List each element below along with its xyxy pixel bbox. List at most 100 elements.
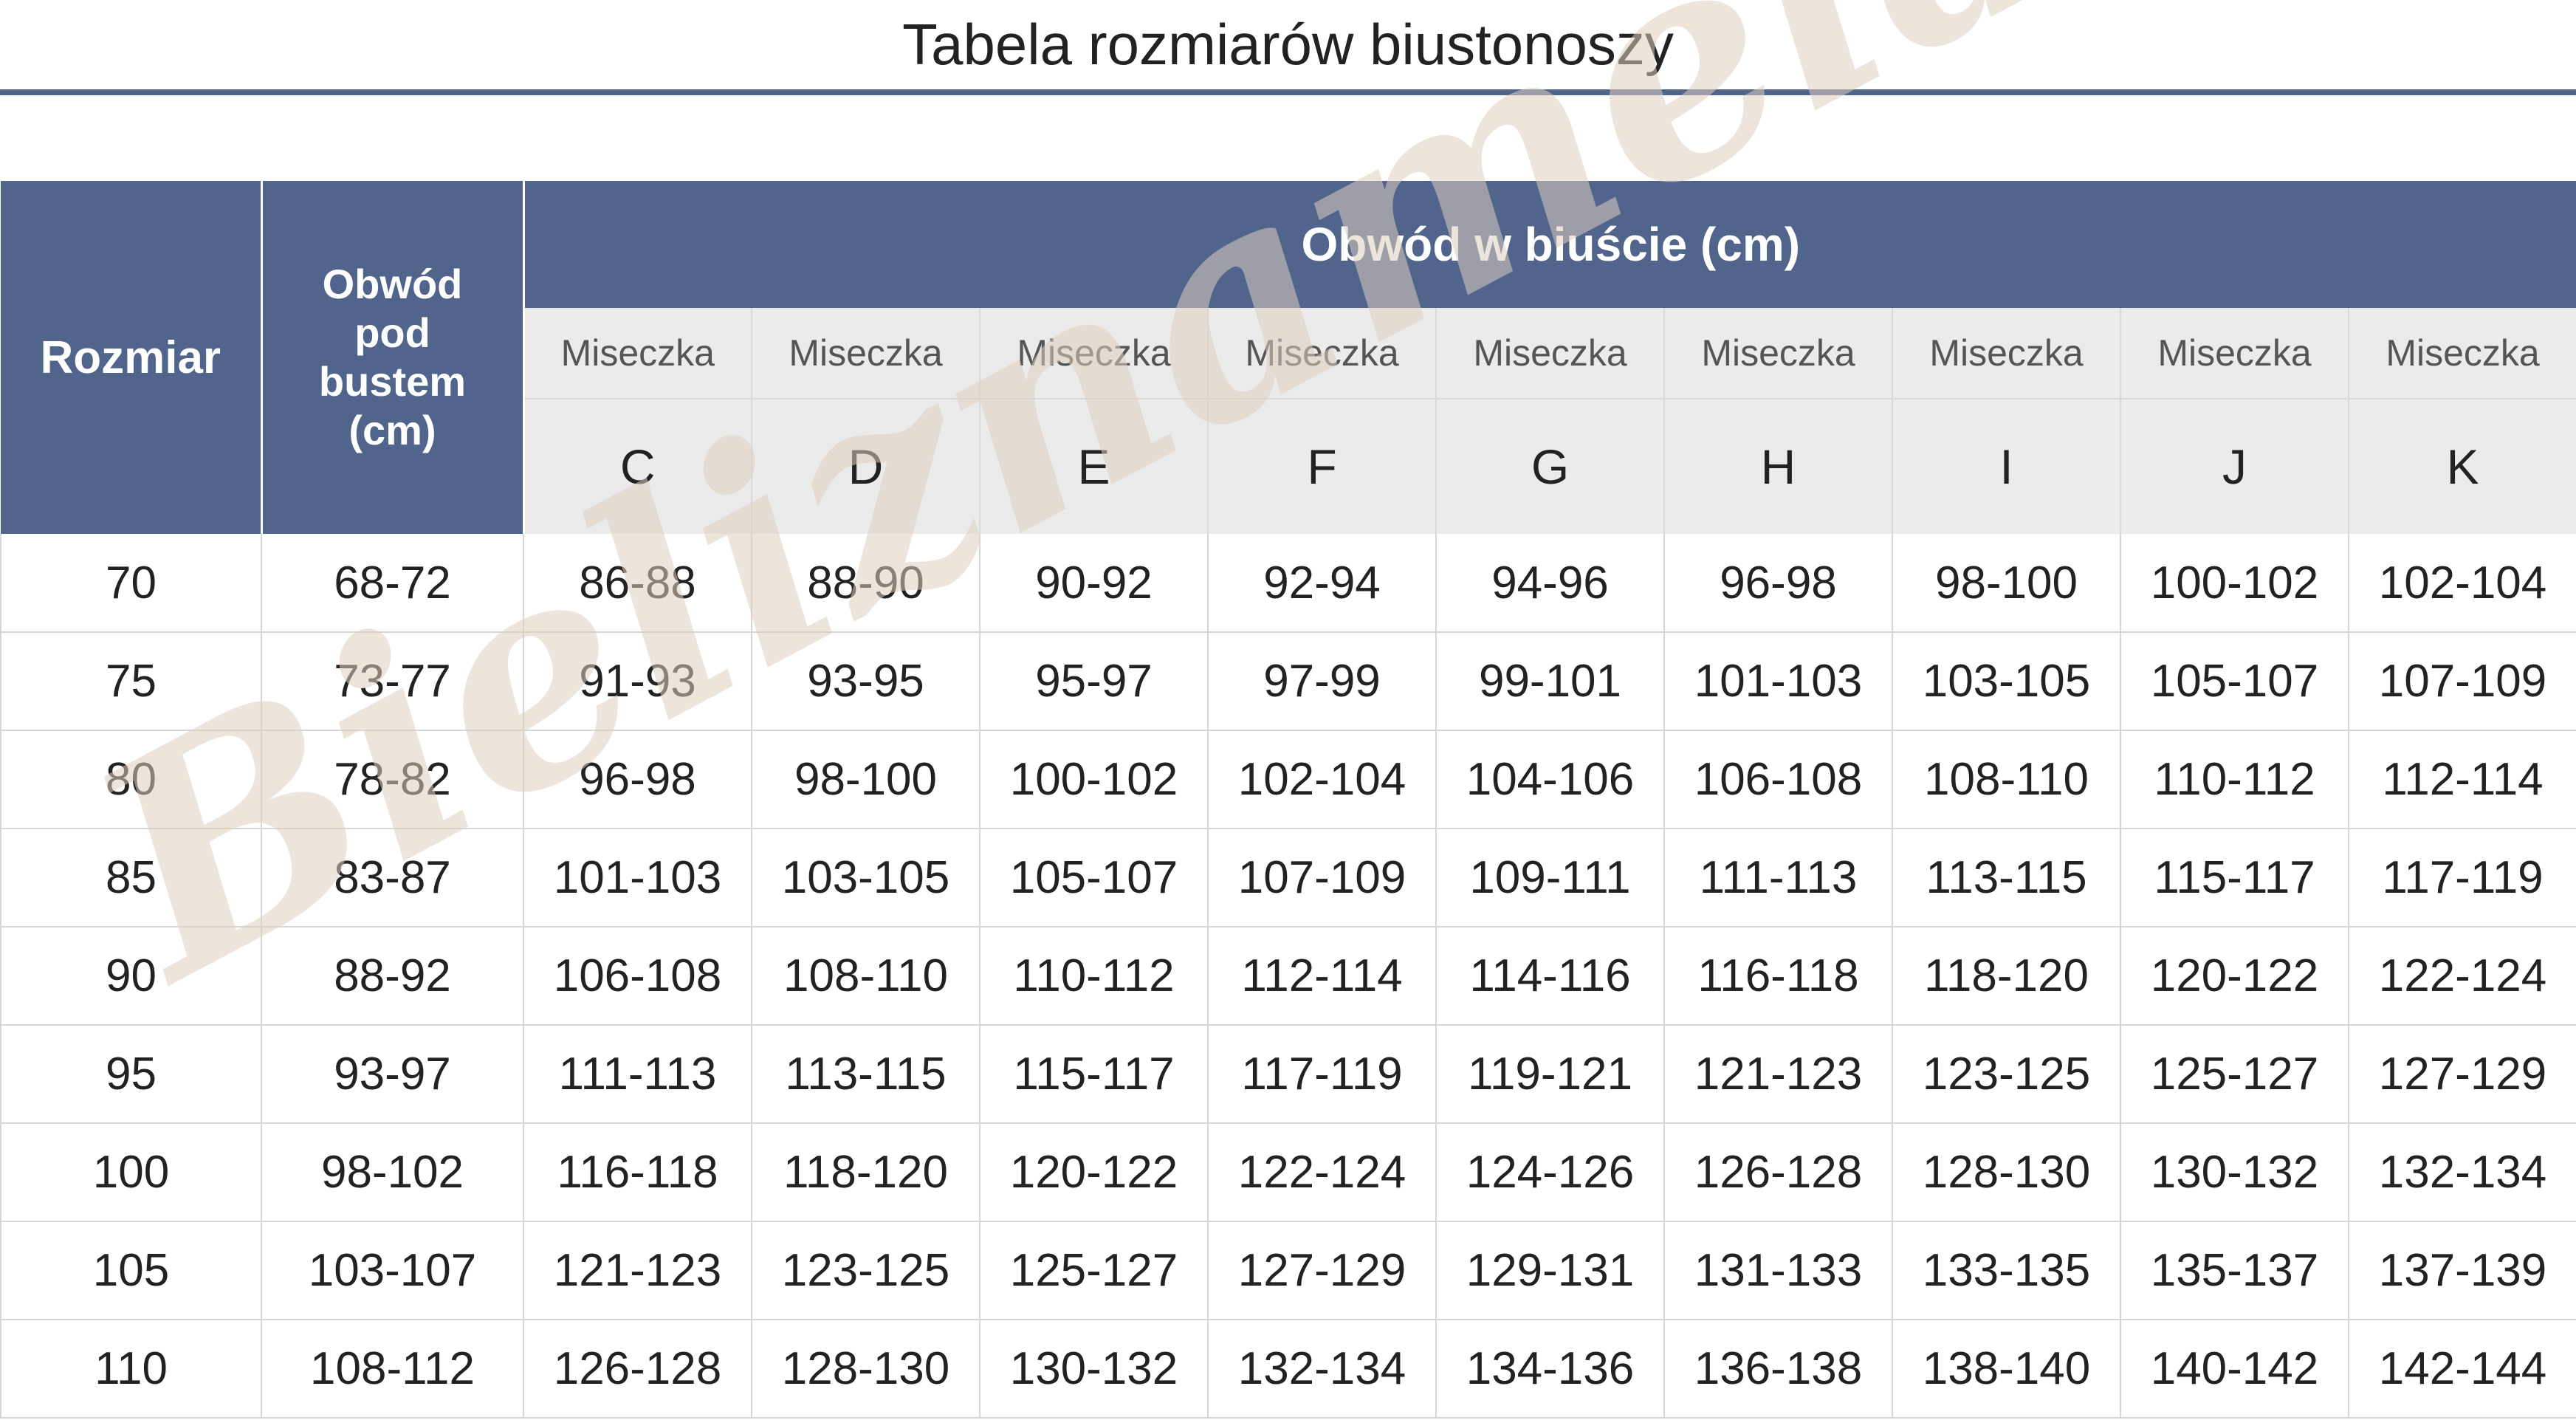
bust-cell-i: 103-105 xyxy=(1892,632,2121,731)
cup-label-d: Miseczka xyxy=(752,308,980,399)
table-row: 105 103-107 121-123 123-125 125-127 127-129 12… xyxy=(0,1221,2576,1320)
size-cell: 95 xyxy=(0,1025,262,1124)
bust-cell-j: 130-132 xyxy=(2120,1123,2349,1222)
bust-cell-j: 125-127 xyxy=(2120,1025,2349,1124)
table-row: 80 78-82 96-98 98-100 100-102 102-104 104-106 1… xyxy=(0,730,2576,829)
bust-cell-c: 86-88 xyxy=(523,534,752,633)
table-row: 85 83-87 101-103 103-105 105-107 107-109 109-1… xyxy=(0,829,2576,927)
underbust-cell: 103-107 xyxy=(261,1221,524,1320)
size-cell: 90 xyxy=(0,927,262,1026)
bust-cell-k: 142-144 xyxy=(2349,1320,2576,1419)
bust-cell-c: 101-103 xyxy=(523,829,752,927)
bust-cell-g: 114-116 xyxy=(1436,927,1665,1026)
size-cell: 100 xyxy=(0,1123,262,1222)
table-row: 90 88-92 106-108 108-110 110-112 112-114 114-1… xyxy=(0,927,2576,1026)
bust-cell-j: 110-112 xyxy=(2120,730,2349,829)
bust-cell-c: 96-98 xyxy=(523,730,752,829)
cup-label-k: Miseczka xyxy=(2349,308,2576,399)
bust-cell-d: 123-125 xyxy=(752,1221,980,1320)
bust-cell-k: 112-114 xyxy=(2349,730,2576,829)
bust-cell-g: 134-136 xyxy=(1436,1320,1665,1419)
bust-cell-g: 99-101 xyxy=(1436,632,1665,731)
cup-letter-e: E xyxy=(980,399,1209,534)
header-bust: Obwód w biuście (cm) xyxy=(523,181,2576,308)
size-cell: 70 xyxy=(0,534,262,633)
bust-cell-k: 122-124 xyxy=(2349,927,2576,1026)
bust-cell-c: 116-118 xyxy=(523,1123,752,1222)
bust-cell-f: 127-129 xyxy=(1208,1221,1437,1320)
bust-cell-g: 109-111 xyxy=(1436,829,1665,927)
table-row: 70 68-72 86-88 88-90 90-92 92-94 94-96 96-98 98-… xyxy=(0,534,2576,633)
bust-cell-c: 91-93 xyxy=(523,632,752,731)
bust-cell-h: 96-98 xyxy=(1664,534,1893,633)
header-size: Rozmiar xyxy=(1,181,263,534)
bust-cell-d: 108-110 xyxy=(752,927,980,1026)
cup-letter-i: I xyxy=(1892,399,2121,534)
bust-cell-d: 118-120 xyxy=(752,1123,980,1222)
bust-cell-h: 111-113 xyxy=(1664,829,1893,927)
bust-cell-h: 121-123 xyxy=(1664,1025,1893,1124)
bust-cell-k: 107-109 xyxy=(2349,632,2576,731)
bust-cell-h: 106-108 xyxy=(1664,730,1893,829)
size-cell: 110 xyxy=(0,1320,262,1419)
bust-cell-e: 100-102 xyxy=(980,730,1209,829)
cup-letter-h: H xyxy=(1664,399,1893,534)
bust-cell-c: 106-108 xyxy=(523,927,752,1026)
bust-cell-c: 111-113 xyxy=(523,1025,752,1124)
bust-cell-d: 98-100 xyxy=(752,730,980,829)
bust-cell-j: 105-107 xyxy=(2120,632,2349,731)
bust-cell-e: 95-97 xyxy=(980,632,1209,731)
bust-cell-g: 124-126 xyxy=(1436,1123,1665,1222)
bra-size-table: Rozmiar Obwód pod bustem (cm) Obwód w biuś… xyxy=(0,181,2576,1419)
cup-letter-d: D xyxy=(752,399,980,534)
cup-letter-k: K xyxy=(2349,399,2576,534)
cup-letter-j: J xyxy=(2120,399,2349,534)
bust-cell-h: 116-118 xyxy=(1664,927,1893,1026)
bust-cell-g: 119-121 xyxy=(1436,1025,1665,1124)
cup-label-e: Miseczka xyxy=(980,308,1209,399)
bust-cell-k: 137-139 xyxy=(2349,1221,2576,1320)
cup-label-i: Miseczka xyxy=(1892,308,2121,399)
header-underbust-label: Obwód pod bustem (cm) xyxy=(318,261,467,453)
cup-label-g: Miseczka xyxy=(1436,308,1665,399)
bust-cell-i: 128-130 xyxy=(1892,1123,2121,1222)
bust-cell-j: 115-117 xyxy=(2120,829,2349,927)
header-underbust: Obwód pod bustem (cm) xyxy=(261,181,525,534)
bust-cell-k: 127-129 xyxy=(2349,1025,2576,1124)
bust-cell-f: 97-99 xyxy=(1208,632,1437,731)
underbust-cell: 98-102 xyxy=(261,1123,524,1222)
table-row: 95 93-97 111-113 113-115 115-117 117-119 119-1… xyxy=(0,1025,2576,1124)
size-cell: 85 xyxy=(0,829,262,927)
bust-cell-h: 131-133 xyxy=(1664,1221,1893,1320)
bust-cell-k: 117-119 xyxy=(2349,829,2576,927)
bust-cell-h: 126-128 xyxy=(1664,1123,1893,1222)
size-cell: 80 xyxy=(0,730,262,829)
underbust-cell: 68-72 xyxy=(261,534,524,633)
bust-cell-f: 117-119 xyxy=(1208,1025,1437,1124)
cup-label-j: Miseczka xyxy=(2120,308,2349,399)
underbust-cell: 88-92 xyxy=(261,927,524,1026)
cup-letter-f: F xyxy=(1208,399,1437,534)
bust-cell-i: 138-140 xyxy=(1892,1320,2121,1419)
bust-cell-d: 88-90 xyxy=(752,534,980,633)
bust-cell-k: 102-104 xyxy=(2349,534,2576,633)
underbust-cell: 83-87 xyxy=(261,829,524,927)
underbust-cell: 93-97 xyxy=(261,1025,524,1124)
bust-cell-d: 93-95 xyxy=(752,632,980,731)
bust-cell-f: 107-109 xyxy=(1208,829,1437,927)
cup-letter-g: G xyxy=(1436,399,1665,534)
underbust-cell: 78-82 xyxy=(261,730,524,829)
bust-cell-e: 130-132 xyxy=(980,1320,1209,1419)
bust-cell-h: 136-138 xyxy=(1664,1320,1893,1419)
bust-cell-g: 129-131 xyxy=(1436,1221,1665,1320)
bust-cell-c: 121-123 xyxy=(523,1221,752,1320)
bust-cell-f: 112-114 xyxy=(1208,927,1437,1026)
bust-cell-h: 101-103 xyxy=(1664,632,1893,731)
bust-cell-d: 128-130 xyxy=(752,1320,980,1419)
bust-cell-e: 90-92 xyxy=(980,534,1209,633)
cup-letter-c: C xyxy=(523,399,752,534)
bust-cell-e: 125-127 xyxy=(980,1221,1209,1320)
bust-cell-d: 113-115 xyxy=(752,1025,980,1124)
bust-cell-j: 120-122 xyxy=(2120,927,2349,1026)
